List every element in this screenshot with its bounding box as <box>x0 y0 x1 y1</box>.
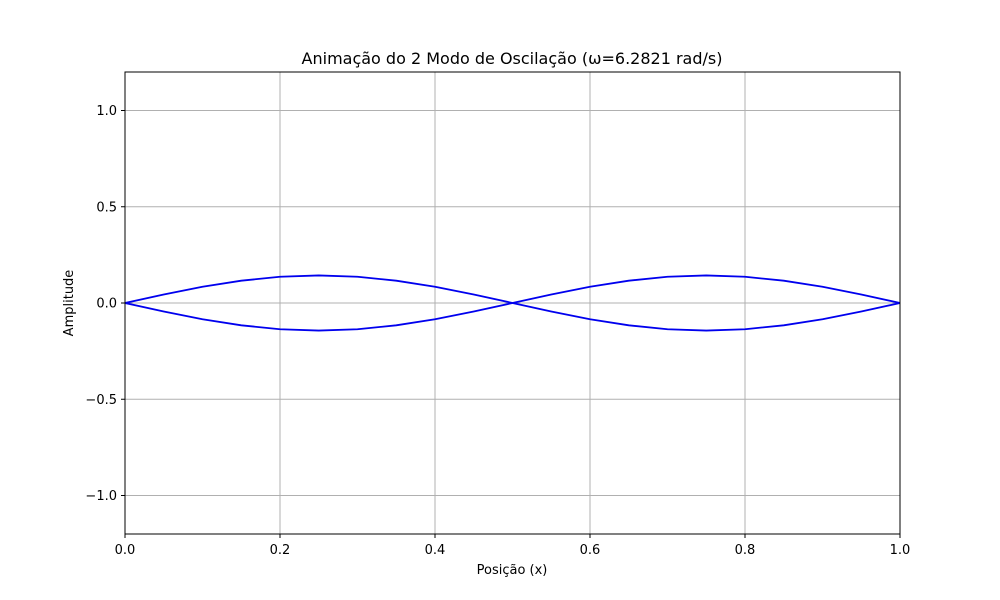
axis-ticks: 0.0 0.2 0.4 0.6 0.8 1.0 −1.0 −0.5 0.0 0.5 1.0 <box>85 104 910 558</box>
y-tick-label: −0.5 <box>85 393 117 408</box>
y-tick-label: 1.0 <box>96 104 117 119</box>
x-tick-label: 0.8 <box>735 543 756 558</box>
x-tick-label: 1.0 <box>890 543 911 558</box>
x-axis-label: Posição (x) <box>477 563 548 578</box>
x-tick-label: 0.2 <box>270 543 291 558</box>
y-tick-label: −1.0 <box>85 489 117 504</box>
series-lines <box>124 274 901 332</box>
x-tick-label: 0.6 <box>580 543 601 558</box>
x-tick-label: 0.4 <box>425 543 446 558</box>
y-axis-label: Amplitude <box>62 270 77 337</box>
y-tick-label: 0.0 <box>96 297 117 312</box>
chart-title: Animação do 2 Modo de Oscilação (ω=6.282… <box>302 49 723 68</box>
series-line-2 <box>124 274 901 332</box>
x-tick-label: 0.0 <box>115 543 136 558</box>
y-tick-label: 0.5 <box>96 200 117 215</box>
